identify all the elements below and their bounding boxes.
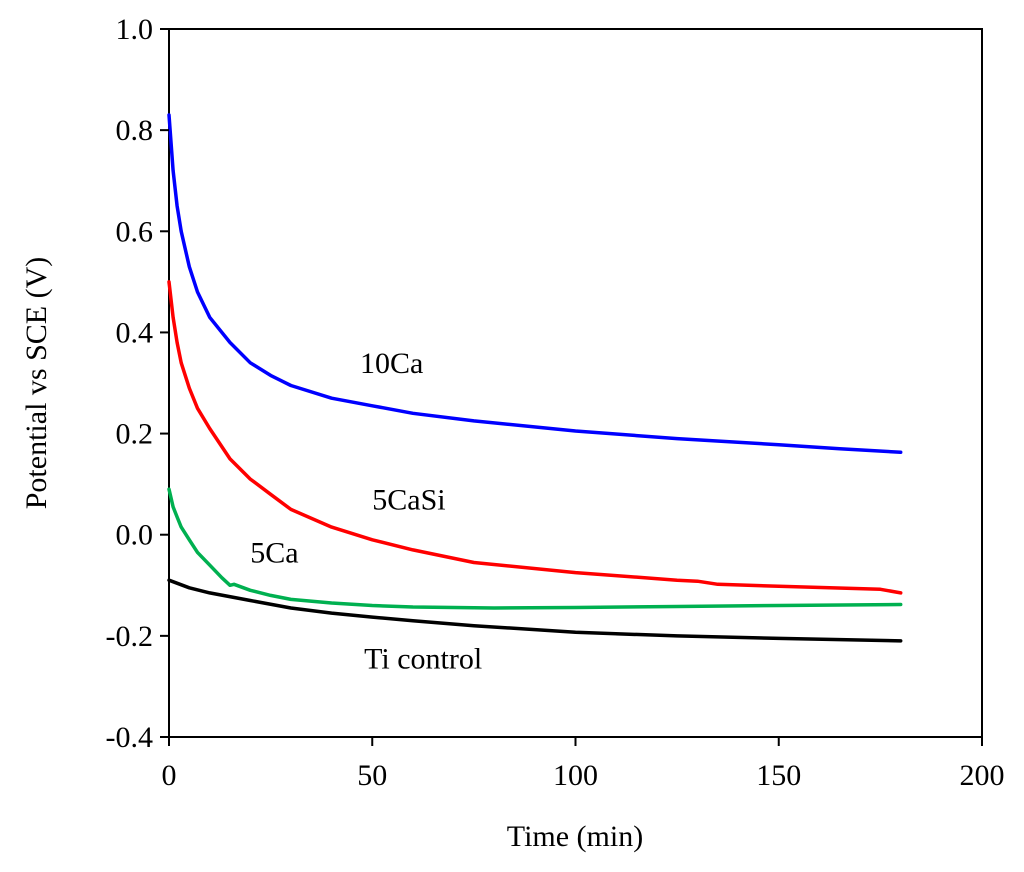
y-tick-label: -0.4	[106, 721, 154, 754]
series-label-5casi: 5CaSi	[372, 483, 445, 516]
x-tick-label: 0	[162, 759, 177, 792]
x-tick-label: 150	[756, 759, 801, 792]
y-tick-label: 0.4	[116, 316, 154, 349]
y-tick-label: -0.2	[106, 620, 154, 653]
y-tick-label: 0.0	[116, 519, 154, 552]
y-tick-label: 1.0	[116, 13, 154, 46]
line-chart: 0 50 100 150 200 -0.4 -0.2 0.0 0.2 0.4 0.6 0.8 1.0 1…	[0, 0, 1024, 872]
y-tick-label: 0.8	[116, 114, 154, 147]
series-label-5ca: 5Ca	[250, 537, 298, 570]
y-tick-label: 0.6	[116, 215, 154, 248]
y-axis-title: Potential vs SCE (V)	[20, 257, 53, 510]
series-label-10ca: 10Ca	[360, 347, 423, 380]
x-tick-label: 200	[960, 759, 1005, 792]
x-tick-label: 100	[553, 759, 598, 792]
y-tick-label: 0.2	[116, 418, 154, 451]
x-tick-label: 50	[357, 759, 387, 792]
series-label-ti-control: Ti control	[364, 643, 482, 676]
x-axis-title: Time (min)	[507, 820, 643, 853]
